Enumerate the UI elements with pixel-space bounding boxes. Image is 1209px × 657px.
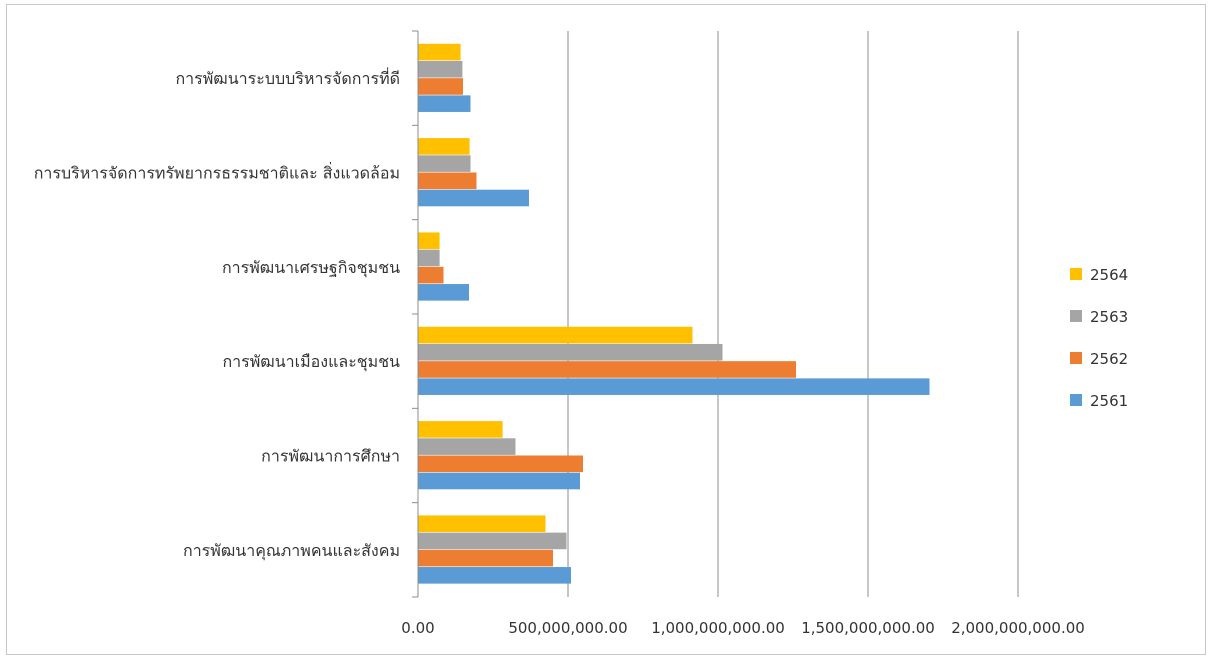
- x-tick-label: 0.00: [401, 619, 434, 637]
- bar-2564: [418, 232, 440, 250]
- legend-swatch-2561: [1070, 394, 1082, 406]
- legend-swatch-2564: [1070, 268, 1082, 280]
- bar-2561: [418, 472, 580, 490]
- bar-2563: [418, 438, 516, 455]
- bar-2561: [418, 567, 571, 584]
- x-tick-label: 500,000,000.00: [508, 619, 627, 637]
- bar-2564: [418, 138, 470, 155]
- chart-frame: การพัฒนาคุณภาพคนและสังคม การพัฒนาการศึกษา…: [6, 4, 1206, 655]
- bar-2563: [418, 532, 567, 550]
- category-label: การพัฒนาการศึกษา: [261, 447, 400, 466]
- bar-2564: [418, 515, 546, 533]
- bar-2564: [418, 326, 693, 344]
- bar-2562: [418, 78, 463, 95]
- gridlines: [567, 31, 1019, 597]
- bar-2562: [418, 549, 553, 567]
- bar-2562: [418, 172, 477, 190]
- bar-2562: [418, 455, 583, 473]
- x-tick-label: 1,500,000,000.00: [801, 619, 935, 637]
- category-labels: การพัฒนาคุณภาพคนและสังคม การพัฒนาการศึกษา…: [34, 67, 400, 561]
- category-label: การพัฒนาเมืองและชุมชน: [222, 352, 400, 372]
- legend-swatch-2562: [1070, 352, 1082, 364]
- legend: 2564 2563 2562 2561: [1070, 266, 1128, 410]
- x-tick-label: 2,000,000,000.00: [951, 619, 1085, 637]
- axes: [412, 30, 419, 598]
- bar-2562: [418, 361, 796, 378]
- bar-2561: [418, 189, 529, 207]
- bar-2561: [418, 378, 930, 395]
- bar-2564: [418, 43, 461, 61]
- bar-2561: [418, 95, 471, 112]
- horizontal-bar-chart: การพัฒนาคุณภาพคนและสังคม การพัฒนาการศึกษา…: [34, 30, 1128, 637]
- x-tick-labels: 0.00 500,000,000.00 1,000,000,000.00 1,500,…: [401, 619, 1085, 637]
- bar-2563: [418, 343, 723, 361]
- category-label: การบริหารจัดการทรัพยากรธรรมชาติและ สิ่งแ…: [34, 162, 400, 183]
- bar-2563: [418, 60, 463, 78]
- category-label: การพัฒนาคุณภาพคนและสังคม: [183, 541, 400, 561]
- bar-2562: [418, 266, 444, 284]
- bar-2563: [418, 249, 440, 267]
- bar-2563: [418, 155, 471, 172]
- category-label: การพัฒนาเศรษฐกิจชุมชน: [222, 258, 400, 278]
- legend-label-2564: 2564: [1090, 266, 1128, 284]
- bars: [418, 43, 930, 584]
- x-tick-label: 1,000,000,000.00: [651, 619, 785, 637]
- category-label: การพัฒนาระบบบริหารจัดการที่ดี: [175, 67, 400, 88]
- legend-label-2563: 2563: [1090, 308, 1128, 326]
- legend-label-2561: 2561: [1090, 392, 1128, 410]
- legend-swatch-2563: [1070, 310, 1082, 322]
- bar-2564: [418, 421, 503, 438]
- bar-2561: [418, 284, 469, 301]
- legend-label-2562: 2562: [1090, 350, 1128, 368]
